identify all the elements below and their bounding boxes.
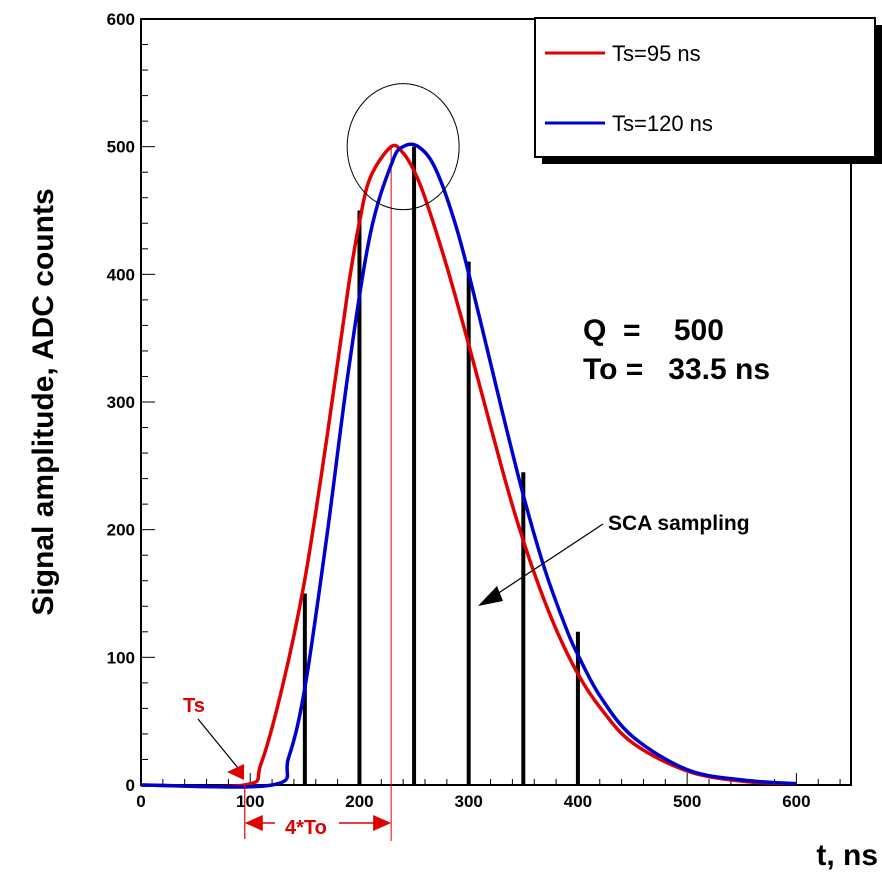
span-label: 4*To [285,817,327,839]
y-axis-title: Signal amplitude, ADC counts [27,188,60,615]
x-tick-label: 400 [564,792,592,811]
y-tick-label: 300 [107,393,135,412]
span-arrow-right-head [373,815,392,831]
q-value-text: Q = 500 [583,314,724,347]
y-tick-label: 500 [107,138,135,157]
to-value-text: To = 33.5 ns [583,353,770,386]
peak-highlight-circle [346,83,460,211]
y-tick-label: 400 [107,265,135,284]
legend-label-ts95: Ts=95 ns [612,41,701,66]
sca-sampling-label: SCA sampling [608,512,750,535]
x-axis-title: t, ns [816,839,878,872]
y-tick-label: 200 [107,521,135,540]
y-tick-label: 600 [107,10,135,29]
legend-label-ts120: Ts=120 ns [612,111,713,136]
ts-arrow-line [197,718,239,769]
axis-ticks: 0 100 200 300 400 500 600 0 100 200 300 400 500 600 [107,10,841,811]
x-tick-label: 0 [136,792,145,811]
legend-box [534,17,876,158]
series-line [140,143,797,789]
ts-arrow-head [227,764,244,780]
x-tick-label: 300 [455,792,483,811]
ts-label: Ts [183,695,205,717]
sca-arrow-line [490,523,604,599]
span-label-box [275,812,339,840]
x-tick-label: 200 [345,792,373,811]
sampling-lines [302,146,580,785]
y-tick-label: 0 [126,776,135,795]
legend: Ts=95 ns Ts=120 ns [534,17,882,164]
span-arrow-left-head [244,815,263,831]
sca-arrow-head [478,586,503,606]
y-tick-label: 100 [107,648,135,667]
x-tick-label: 100 [236,792,264,811]
x-tick-label: 600 [782,792,810,811]
x-tick-label: 500 [673,792,701,811]
